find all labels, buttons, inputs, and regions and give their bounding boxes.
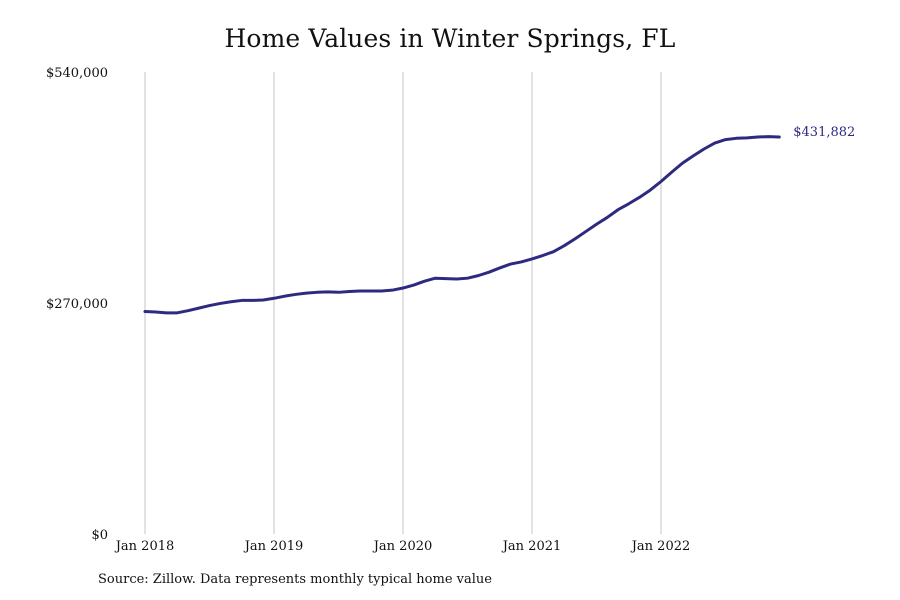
x-tick-label: Jan 2018 [114,539,175,554]
x-axis-tick-labels: Jan 2018 Jan 2019 Jan 2020 Jan 2021 Jan 2022 [114,539,691,554]
y-tick-label: $540,000 [46,66,108,81]
end-value-label: $431,882 [793,125,855,140]
series-line [143,135,781,315]
y-axis-tick-labels: $0 $270,000 $540,000 [46,66,108,543]
y-tick-label: $270,000 [46,297,108,312]
x-tick-label: Jan 2019 [243,539,304,554]
source-note: Source: Zillow. Data represents monthly … [98,572,492,587]
x-tick-label: Jan 2020 [372,539,433,554]
x-tick-label: Jan 2022 [630,539,691,554]
x-tick-label: Jan 2021 [501,539,562,554]
grid-lines [144,72,662,534]
series-group [143,135,781,315]
y-tick-label: $0 [91,528,108,543]
chart-title: Home Values in Winter Springs, FL [224,24,676,53]
